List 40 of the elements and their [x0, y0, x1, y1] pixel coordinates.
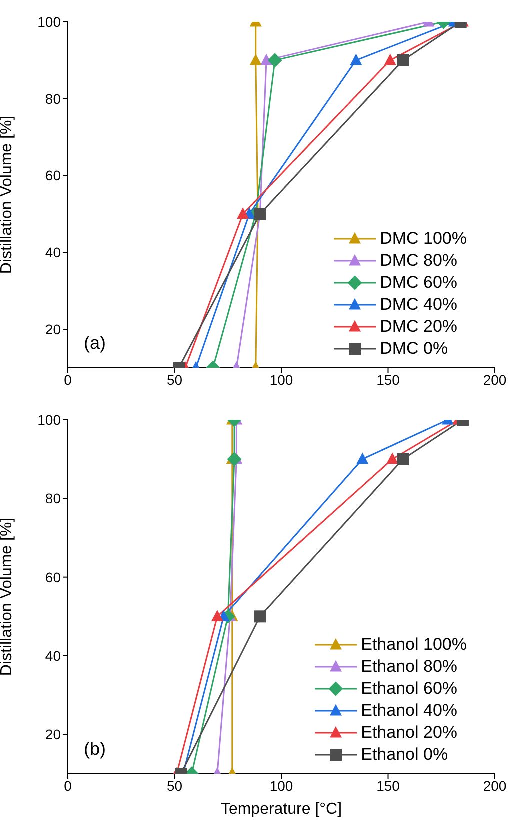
y-tick-label: 100: [38, 412, 62, 428]
y-tick-label: 100: [38, 14, 62, 30]
y-tick-label: 40: [45, 648, 62, 664]
y-tick-label: 60: [45, 569, 62, 586]
annotation: (b): [84, 739, 106, 760]
x-tick-label: 150: [376, 778, 400, 794]
y-tick-label: 40: [45, 244, 62, 261]
x-tick-label: 200: [483, 372, 507, 388]
y-tick-label: 80: [45, 490, 62, 507]
x-tick-label: 200: [483, 778, 507, 794]
legend-label: DMC 100%: [380, 228, 467, 250]
legend-label: Ethanol 20%: [361, 722, 458, 744]
x-tick-label: 0: [64, 372, 72, 388]
annotation: (a): [84, 333, 106, 354]
point: [254, 610, 266, 623]
legend-label: DMC 80%: [380, 250, 458, 272]
legend-label: Ethanol 40%: [361, 700, 458, 722]
legend-label: DMC 0%: [380, 338, 448, 360]
x-axis-title: Temperature [°C]: [220, 801, 342, 818]
legend-label: DMC 40%: [380, 294, 458, 316]
x-tick-label: 150: [376, 372, 400, 388]
legend-label: Ethanol 100%: [361, 634, 467, 656]
y-axis-title: Distillation Volume [%]: [0, 518, 16, 676]
y-tick-label: 80: [45, 90, 62, 107]
legend-label: DMC 20%: [380, 316, 458, 338]
y-tick-label: 20: [45, 726, 62, 743]
x-tick-label: 0: [64, 778, 72, 794]
legend-label: DMC 60%: [380, 272, 458, 294]
x-tick-label: 50: [166, 778, 183, 794]
x-tick-label: 100: [270, 372, 294, 388]
y-tick-label: 20: [45, 322, 62, 338]
x-tick-label: 50: [166, 372, 183, 388]
legend-label: Ethanol 60%: [361, 678, 458, 700]
y-axis-title: Distillation Volume [%]: [0, 116, 16, 274]
x-tick-label: 100: [270, 778, 294, 794]
point: [237, 208, 250, 220]
point: [211, 610, 224, 622]
legend-label: Ethanol 0%: [361, 744, 448, 766]
y-tick-label: 60: [45, 168, 62, 184]
legend-label: Ethanol 80%: [361, 656, 458, 678]
